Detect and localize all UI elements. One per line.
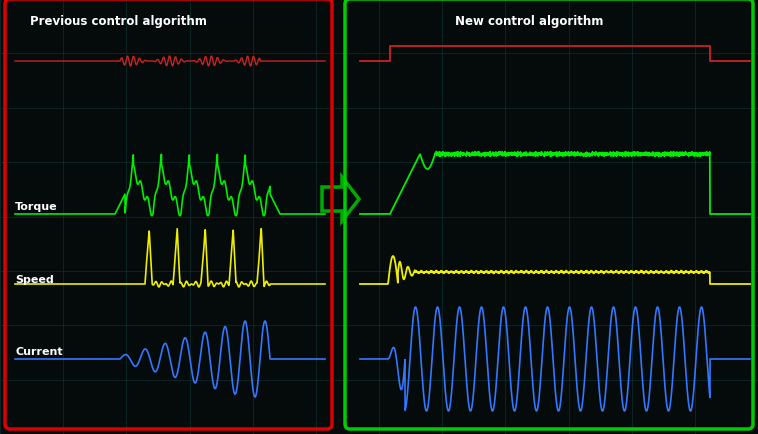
Text: Speed: Speed <box>15 274 54 284</box>
Text: Current: Current <box>15 346 63 356</box>
Text: Torque: Torque <box>15 201 58 211</box>
Text: New control algorithm: New control algorithm <box>455 15 603 28</box>
Text: Previous control algorithm: Previous control algorithm <box>30 15 207 28</box>
